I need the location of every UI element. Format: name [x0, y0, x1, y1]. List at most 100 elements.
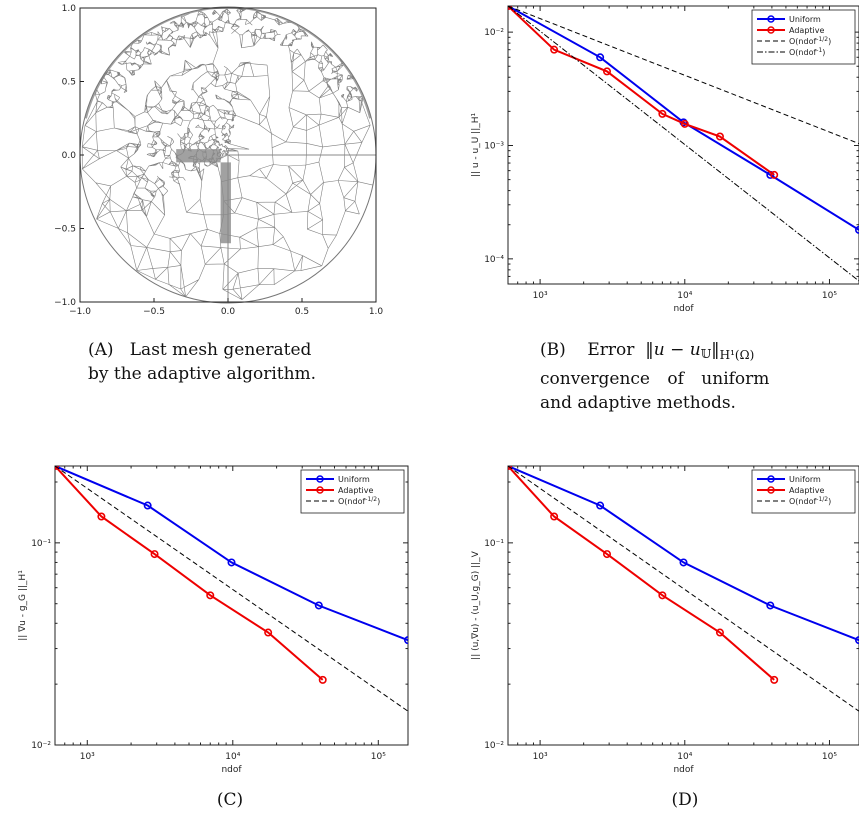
data-point	[766, 601, 775, 610]
data-point	[658, 109, 667, 118]
data-point	[596, 53, 605, 62]
x-tick-label: 10⁴	[225, 752, 240, 762]
legend-label: O(ndof-1)	[789, 47, 825, 57]
legend-label: Adaptive	[789, 26, 824, 35]
caption-b-line3: and adaptive methods.	[540, 393, 736, 413]
series-line-adaptive	[55, 466, 324, 681]
caption-b-line2: convergence of uniform	[540, 369, 770, 389]
data-point	[150, 550, 159, 559]
data-point	[715, 628, 724, 637]
plot-area	[508, 466, 859, 712]
caption-c: (C)	[216, 790, 244, 810]
legend-label: Uniform	[789, 15, 821, 24]
y-tick-label: −0.5	[54, 225, 76, 235]
chart-c: 10³ 10⁴ 10⁵ 10⁻² 10⁻¹ ndof || ∇u - g_G ||_H¹ Un…	[18, 465, 409, 775]
caption-a: (A) Last mesh generated by the adaptive …	[88, 338, 378, 386]
series-line-o-ndof-1-	[508, 6, 859, 282]
data-point	[206, 591, 215, 600]
chart-b: 10³ 10⁴ 10⁵ 10⁻⁴ 10⁻³ 10⁻² ndof || u - u_U ||_H…	[471, 5, 859, 314]
data-point	[715, 132, 724, 141]
caption-b-tag: (B)	[540, 340, 566, 360]
y-tick-label: 10⁻²	[31, 741, 51, 751]
legend-marker	[767, 26, 775, 34]
legend-marker	[316, 486, 324, 494]
data-point	[596, 501, 605, 510]
caption-d: (D)	[671, 790, 699, 810]
legend-marker	[767, 475, 775, 483]
legend-label: O(ndof-1/2)	[789, 496, 831, 506]
series-line-adaptive	[508, 466, 775, 681]
x-axis-label: ndof	[673, 304, 694, 314]
data-point	[318, 675, 327, 684]
x-tick-label: 0.5	[295, 307, 309, 317]
y-tick-label: 10⁻⁴	[484, 255, 504, 265]
x-tick-label: −1.0	[69, 307, 91, 317]
caption-a-text2: by the adaptive algorithm.	[88, 364, 317, 384]
y-tick-label: −1.0	[54, 298, 76, 308]
x-tick-label: 10⁴	[677, 291, 692, 301]
y-tick-label: 0.5	[62, 78, 76, 88]
legend-marker	[316, 475, 324, 483]
y-axis-label: || u - u_U ||_H¹	[471, 113, 481, 178]
series-line-uniform	[55, 466, 408, 642]
x-tick-label: 1.0	[369, 307, 384, 317]
x-tick-label: 10⁴	[677, 752, 692, 762]
data-point	[97, 512, 106, 521]
mesh-dense-corner	[176, 149, 231, 244]
data-point	[680, 119, 689, 128]
x-tick-label: 10³	[533, 291, 548, 301]
data-point	[770, 170, 779, 179]
chart-d: 10³ 10⁴ 10⁵ 10⁻² 10⁻¹ ndof || (u,∇u) - (u_U,g_…	[471, 465, 859, 775]
legend-marker	[767, 486, 775, 494]
data-point	[264, 628, 273, 637]
series-line-o-ndof-1-2-	[508, 466, 859, 712]
legend-label: O(ndof-1/2)	[338, 496, 380, 506]
data-point	[602, 67, 611, 76]
y-tick-label: 10⁻²	[484, 741, 504, 751]
series-line-uniform	[508, 466, 859, 642]
caption-a-text: Last mesh generated	[129, 340, 312, 360]
caption-a-tag: (A)	[88, 340, 114, 360]
y-tick-label: 10⁻²	[484, 28, 504, 38]
data-point	[770, 675, 779, 684]
y-axis-label: || ∇u - g_G ||_H¹	[18, 570, 28, 641]
x-axis-label: ndof	[221, 765, 242, 775]
legend-label: Adaptive	[789, 486, 824, 495]
x-tick-label: 10⁵	[822, 752, 837, 762]
y-tick-label: 10⁻³	[484, 141, 504, 151]
legend-marker	[767, 15, 775, 23]
y-tick-label: 10⁻¹	[31, 539, 51, 549]
data-point	[227, 558, 236, 567]
caption-b: (B) Error ‖u − u𝕌‖H¹(Ω) convergence of u…	[540, 338, 840, 415]
legend-label: Adaptive	[338, 486, 373, 495]
chart-a: −1.0−1.0 −0.5 −0.5 0.0 0.0 0.5 0.5 1.0 1.0	[54, 4, 383, 317]
data-point	[550, 512, 559, 521]
series-line-adaptive	[508, 6, 775, 176]
data-point	[314, 601, 323, 610]
y-tick-label: 0.0	[62, 151, 77, 161]
legend-label: Uniform	[789, 475, 821, 484]
x-tick-label: 10⁵	[822, 291, 837, 301]
legend-label: O(ndof-1/2)	[789, 36, 831, 46]
caption-b-math: ‖u − u𝕌‖H¹(Ω)	[645, 340, 755, 362]
data-point	[143, 501, 152, 510]
data-point	[602, 550, 611, 559]
y-axis-label: || (u,∇u) - (u_U,g_G) ||_V	[471, 550, 481, 659]
series-line-o-ndof-1-2-	[508, 6, 859, 145]
data-point	[658, 591, 667, 600]
x-tick-label: 10³	[80, 752, 95, 762]
caption-b-word1: Error	[587, 340, 635, 360]
x-tick-label: −0.5	[143, 307, 165, 317]
x-tick-label: 0.0	[221, 307, 236, 317]
legend-label: Uniform	[338, 475, 370, 484]
plot-area	[508, 6, 859, 282]
mesh-lines	[81, 7, 376, 302]
x-axis-label: ndof	[673, 765, 694, 775]
x-tick-label: 10⁵	[371, 752, 386, 762]
data-point	[679, 558, 688, 567]
plot-area	[55, 466, 408, 712]
data-point	[404, 636, 408, 645]
